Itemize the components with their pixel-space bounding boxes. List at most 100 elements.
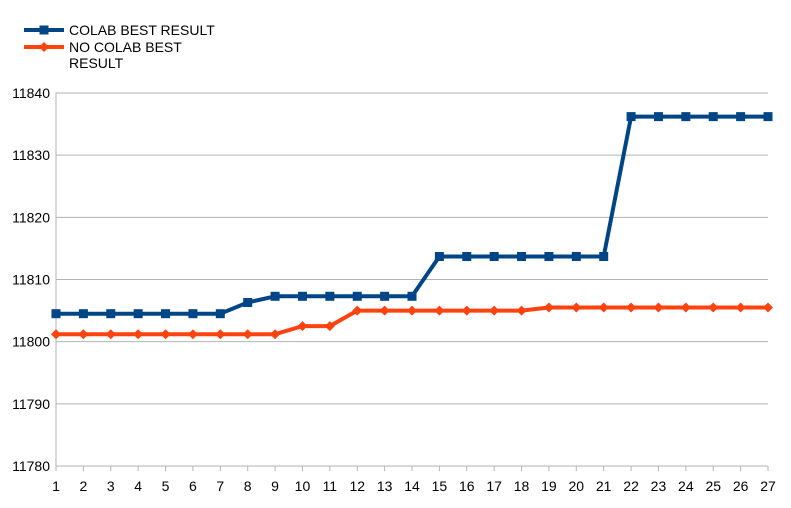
data-point [51, 329, 61, 340]
data-point [352, 305, 363, 316]
series-line [56, 114, 768, 316]
legend-marker [39, 25, 49, 35]
gridlines [55, 92, 768, 467]
data-point [270, 329, 281, 340]
data-point [763, 112, 773, 122]
data-point [188, 309, 198, 319]
data-point [763, 302, 773, 313]
legend-entry-1: COLAB BEST RESULT [24, 22, 215, 38]
data-point [598, 302, 609, 313]
x-tick-label: 8 [244, 478, 252, 494]
data-point [380, 291, 390, 301]
x-tick-label: 13 [377, 478, 393, 494]
x-tick-label: 9 [271, 478, 279, 494]
x-tick-label: 11 [323, 478, 338, 494]
y-tick-label: 11830 [12, 147, 50, 163]
x-tick-label: 25 [705, 478, 721, 494]
x-tick-label: 18 [514, 478, 530, 494]
data-point [462, 251, 472, 261]
data-point [626, 112, 636, 122]
series-2 [51, 302, 773, 340]
series-1 [51, 112, 773, 319]
x-tick-label: 21 [596, 478, 612, 494]
data-point [161, 309, 171, 319]
data-point [379, 305, 390, 316]
x-tick-label: 2 [79, 478, 87, 494]
data-point [708, 112, 718, 122]
x-tick-label: 14 [404, 478, 420, 494]
data-point [543, 302, 554, 313]
legend-label: COLAB BEST RESULT [69, 22, 215, 38]
x-tick-label: 4 [134, 478, 142, 494]
x-tick-label: 27 [760, 478, 776, 494]
data-point [517, 251, 527, 261]
data-point [599, 251, 609, 261]
x-tick-label: 6 [189, 478, 197, 494]
x-tick-label: 10 [295, 478, 311, 494]
data-point [187, 329, 198, 340]
data-point [571, 251, 581, 261]
x-tick-label: 15 [432, 478, 448, 494]
data-point [352, 291, 362, 301]
data-point [324, 321, 335, 332]
data-point [325, 291, 335, 301]
data-point [736, 112, 746, 122]
x-tick-label: 7 [216, 478, 224, 494]
x-tick-label: 3 [107, 478, 115, 494]
data-point [51, 309, 61, 319]
data-point [78, 309, 88, 319]
legend-label: NO COLAB BEST RESULT [69, 39, 182, 71]
y-tick-label: 11810 [12, 272, 50, 288]
data-point [544, 251, 554, 261]
x-tick-label: 22 [623, 478, 639, 494]
x-axis-ticks: 1 2 3 4 5 6 7 8 9 10 11 12 13 14 15 16 17 18 19 20 21 22 23 24 2… [52, 466, 776, 494]
data-point [133, 309, 143, 319]
data-point [434, 251, 444, 261]
data-point [461, 305, 472, 316]
data-point [160, 329, 171, 340]
x-tick-label: 24 [678, 478, 694, 494]
data-point [489, 305, 500, 316]
x-tick-label: 26 [733, 478, 749, 494]
data-point [489, 251, 499, 261]
x-tick-label: 5 [162, 478, 170, 494]
y-tick-label: 11790 [12, 396, 50, 412]
data-point [106, 309, 116, 319]
data-point [243, 298, 253, 308]
data-point [626, 302, 637, 313]
y-tick-label: 11840 [12, 85, 50, 101]
data-point [407, 305, 417, 316]
y-tick-label: 11780 [12, 458, 50, 474]
data-point [680, 302, 691, 313]
data-point [78, 329, 89, 340]
y-axis-ticks: 11780 11790 11800 11810 11820 11830 11840 [12, 85, 50, 474]
data-point [215, 329, 226, 340]
y-tick-label: 11800 [12, 334, 50, 350]
data-point [653, 302, 664, 313]
data-point [297, 291, 307, 301]
data-point [516, 305, 527, 316]
data-point [242, 329, 253, 340]
x-tick-label: 19 [541, 478, 557, 494]
x-tick-label: 20 [569, 478, 585, 494]
x-tick-label: 16 [459, 478, 475, 494]
x-tick-label: 17 [486, 478, 502, 494]
data-point [681, 112, 691, 122]
x-tick-label: 23 [651, 478, 667, 494]
data-point [297, 321, 308, 332]
data-point [105, 329, 116, 340]
legend-entry-2: NO COLAB BEST RESULT [24, 39, 182, 71]
legend-marker [39, 42, 49, 52]
x-tick-label: 12 [349, 478, 365, 494]
data-point [434, 305, 445, 316]
y-tick-label: 11820 [12, 209, 50, 225]
data-point [653, 112, 663, 122]
data-point [133, 329, 144, 340]
data-point [735, 302, 746, 313]
data-point [270, 291, 280, 301]
x-tick-label: 1 [52, 478, 60, 494]
data-point [407, 291, 417, 301]
